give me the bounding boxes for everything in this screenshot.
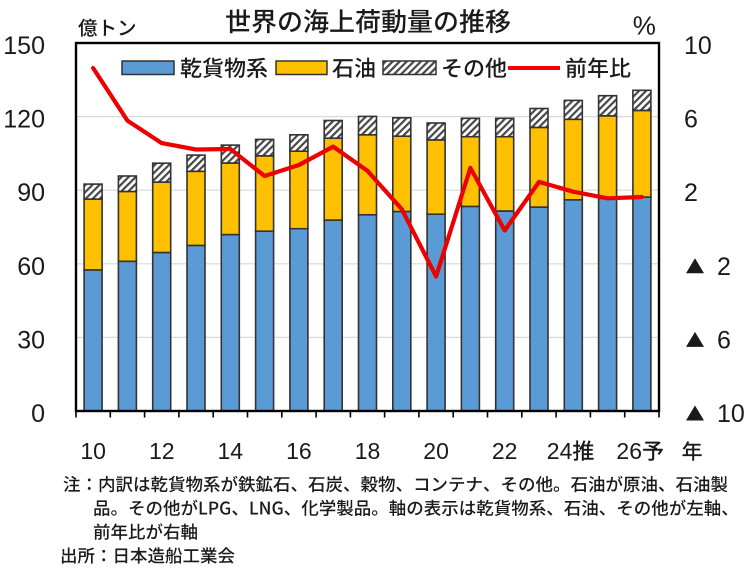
svg-text:10: 10 [80, 438, 106, 464]
svg-text:2: 2 [717, 253, 731, 281]
svg-text:0: 0 [31, 400, 45, 428]
svg-text:20: 20 [423, 438, 449, 464]
svg-text:14: 14 [218, 438, 244, 464]
svg-text:150: 150 [3, 32, 45, 60]
svg-text:18: 18 [355, 438, 381, 464]
svg-text:60: 60 [17, 253, 45, 281]
svg-text:12: 12 [149, 438, 175, 464]
svg-text:6: 6 [684, 106, 698, 134]
svg-text:10: 10 [684, 32, 712, 60]
svg-text:6: 6 [717, 326, 731, 354]
svg-text:22: 22 [492, 438, 518, 464]
svg-text:90: 90 [17, 179, 45, 207]
svg-text:24: 24 [547, 438, 573, 464]
svg-text:10: 10 [717, 400, 745, 428]
svg-text:2: 2 [684, 179, 698, 207]
svg-text:30: 30 [17, 326, 45, 354]
svg-text:26: 26 [616, 438, 642, 464]
svg-text:16: 16 [286, 438, 312, 464]
svg-text:120: 120 [3, 106, 45, 134]
svg-text:%: % [633, 11, 656, 41]
